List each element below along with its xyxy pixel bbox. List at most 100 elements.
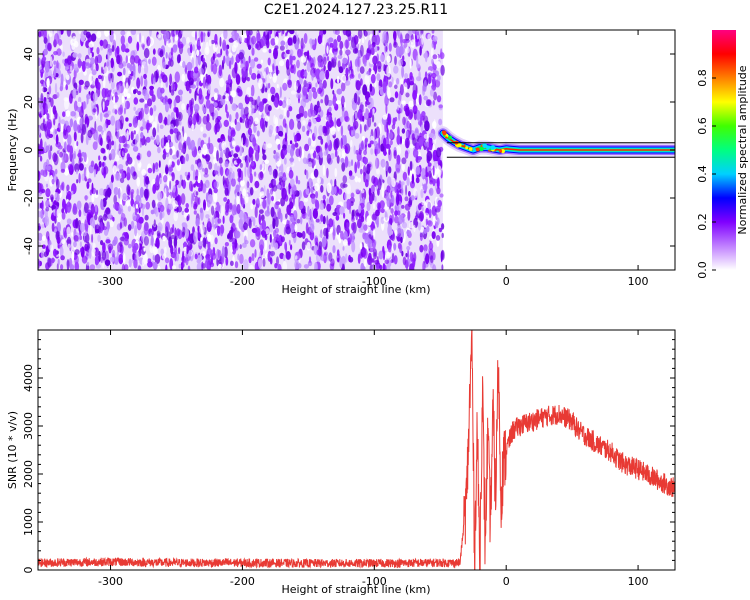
noise-blob — [167, 194, 172, 204]
noise-blob — [401, 204, 405, 209]
noise-blob — [46, 113, 50, 120]
noise-blob — [91, 52, 94, 58]
noise-blob — [364, 74, 370, 85]
noise-blob — [173, 44, 178, 51]
noise-blob — [256, 63, 262, 69]
noise-blob — [317, 177, 321, 184]
noise-blob — [364, 233, 369, 245]
noise-blob — [431, 72, 437, 79]
noise-blob — [97, 234, 101, 242]
noise-blob — [303, 33, 308, 44]
noise-blob — [342, 239, 348, 246]
colorbar-tick-label: 0.0 — [696, 261, 709, 279]
noise-blob — [133, 97, 139, 105]
noise-blob — [337, 54, 343, 60]
noise-blob — [81, 60, 86, 72]
noise-blob — [135, 194, 141, 203]
noise-blob — [401, 157, 407, 165]
noise-blob — [63, 230, 68, 239]
noise-blob — [364, 179, 369, 188]
noise-blob — [66, 184, 70, 192]
noise-blob — [322, 164, 326, 177]
noise-blob — [374, 259, 380, 265]
noise-blob — [378, 250, 384, 260]
noise-blob — [396, 30, 400, 37]
noise-blob — [96, 30, 102, 39]
noise-blob — [247, 44, 252, 50]
noise-blob — [262, 154, 267, 161]
noise-blob — [426, 172, 429, 177]
noise-blob — [100, 240, 104, 246]
noise-blob — [269, 257, 273, 265]
noise-blob — [364, 101, 368, 107]
noise-blob — [386, 65, 391, 78]
noise-blob — [282, 148, 288, 156]
noise-blob — [382, 249, 386, 261]
noise-blob — [344, 80, 351, 86]
noise-blob — [142, 117, 145, 124]
noise-blob — [137, 65, 142, 74]
noise-blob — [67, 163, 74, 172]
noise-blob — [394, 215, 399, 224]
noise-blob — [200, 209, 204, 221]
noise-blob — [108, 246, 112, 254]
noise-blob — [56, 92, 60, 98]
noise-blob — [74, 249, 80, 255]
noise-blob — [125, 117, 129, 122]
noise-blob — [363, 157, 369, 165]
noise-blob — [245, 60, 250, 69]
noise-blob — [111, 44, 115, 53]
noise-blob — [170, 227, 174, 235]
noise-blob — [87, 129, 93, 139]
noise-blob — [231, 162, 234, 167]
noise-blob — [87, 46, 91, 56]
noise-blob — [169, 128, 174, 135]
noise-blob — [46, 93, 50, 99]
noise-blob — [357, 218, 362, 229]
noise-blob — [334, 117, 337, 128]
noise-blob — [222, 39, 227, 51]
noise-blob — [268, 128, 273, 138]
noise-blob — [336, 75, 340, 84]
spectrogram-signal-track — [435, 126, 675, 158]
noise-blob — [286, 110, 290, 118]
noise-blob — [427, 99, 432, 106]
noise-blob — [223, 119, 229, 127]
noise-blob — [196, 37, 201, 50]
noise-blob — [165, 52, 168, 59]
noise-blob — [320, 185, 324, 193]
noise-blob — [184, 171, 188, 177]
noise-blob — [198, 187, 201, 193]
noise-blob — [146, 150, 152, 158]
noise-blob — [143, 236, 149, 246]
noise-blob — [404, 196, 409, 202]
noise-blob — [391, 252, 395, 264]
noise-blob — [406, 176, 410, 186]
noise-blob — [190, 164, 195, 171]
noise-blob — [194, 66, 199, 74]
noise-blob — [130, 189, 135, 195]
noise-blob — [98, 155, 101, 161]
noise-blob — [195, 159, 198, 165]
noise-blob — [289, 53, 293, 66]
noise-blob — [256, 130, 260, 137]
noise-blob — [127, 224, 132, 231]
noise-blob — [92, 242, 96, 250]
noise-blob — [80, 247, 83, 253]
noise-blob — [206, 74, 211, 86]
noise-blob — [375, 157, 378, 170]
noise-blob — [181, 148, 185, 153]
noise-blob — [42, 244, 46, 249]
track-speckle — [490, 145, 496, 150]
noise-blob — [132, 117, 138, 128]
noise-blob — [72, 203, 77, 214]
noise-blob — [114, 161, 118, 167]
noise-blob — [94, 55, 99, 66]
noise-blob — [165, 142, 170, 154]
noise-blob — [260, 36, 266, 47]
noise-blob — [187, 265, 191, 270]
noise-blob — [174, 71, 180, 83]
noise-blob — [258, 213, 261, 225]
noise-blob — [149, 244, 154, 254]
